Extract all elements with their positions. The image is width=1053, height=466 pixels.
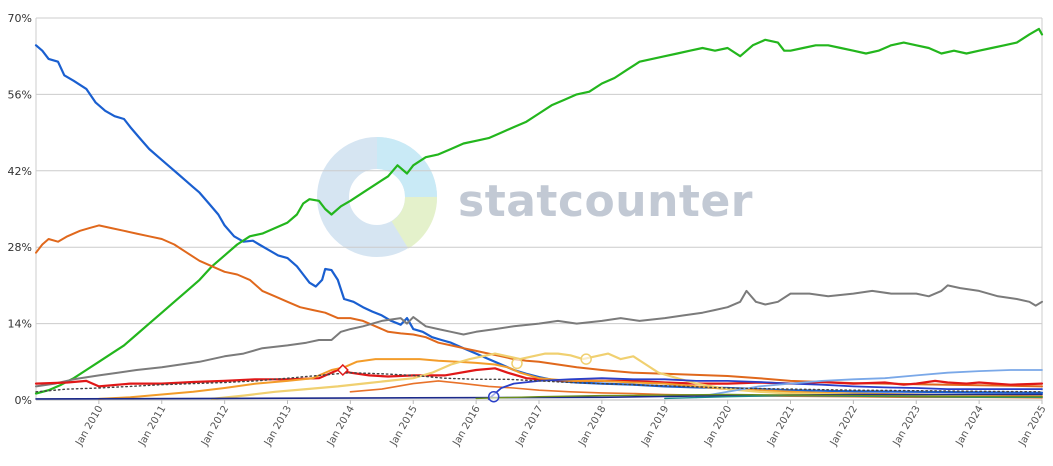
y-tick-label: 70% — [8, 12, 32, 25]
x-tick-label: Jan 2016 — [451, 404, 483, 449]
y-tick-label: 56% — [8, 88, 32, 101]
series-line-3 — [35, 284, 1043, 388]
x-tick-label: Jan 2015 — [388, 404, 420, 449]
x-tick-label: Jan 2025 — [1017, 404, 1049, 449]
x-tick-label: Jan 2014 — [325, 404, 357, 449]
x-tick-label: Jan 2021 — [765, 404, 797, 449]
series-group — [34, 27, 1044, 400]
series-line-10 — [35, 372, 1043, 393]
y-tick-label: 28% — [8, 241, 32, 254]
y-tick-label: 0% — [15, 394, 32, 407]
x-tick-label: Jan 2023 — [891, 404, 923, 449]
series-line-9 — [695, 369, 1043, 399]
event-marker-2[interactable] — [511, 357, 523, 370]
series-line-8 — [487, 377, 1043, 400]
statcounter-watermark: statcounter — [317, 137, 753, 257]
series-line-4 — [34, 367, 1044, 388]
series-line-2 — [35, 224, 1043, 388]
x-tick-label: Jan 2018 — [576, 404, 608, 449]
x-axis: Jan 2010 Jan 2011 Jan 2012 Jan 2013 Jan 2014… — [73, 400, 1049, 449]
y-tick-label: 14% — [8, 318, 32, 331]
event-marker-1[interactable] — [487, 390, 500, 403]
series-line-5 — [97, 358, 1043, 400]
x-tick-label: Jan 2024 — [954, 404, 986, 449]
y-tick-label: 42% — [8, 165, 32, 178]
series-line-1 — [34, 27, 1044, 395]
x-tick-label: Jan 2012 — [199, 404, 231, 449]
x-tick-label: Jan 2010 — [73, 404, 105, 449]
x-tick-label: Jan 2022 — [828, 404, 860, 449]
x-tick-label: Jan 2019 — [639, 404, 671, 449]
x-tick-label: Jan 2011 — [136, 404, 168, 449]
y-axis: 0% 14% 28% 42% 56% 70% — [8, 12, 32, 407]
event-marker-0[interactable] — [336, 363, 349, 377]
series-line-13 — [475, 393, 1043, 400]
markers-group — [336, 353, 592, 403]
event-marker-3[interactable] — [580, 353, 592, 365]
series-line-11 — [35, 393, 1043, 400]
watermark-text: statcounter — [458, 176, 753, 227]
x-tick-label: Jan 2013 — [262, 404, 294, 449]
x-tick-label: Jan 2017 — [514, 404, 546, 449]
x-tick-label: Jan 2020 — [702, 404, 734, 449]
